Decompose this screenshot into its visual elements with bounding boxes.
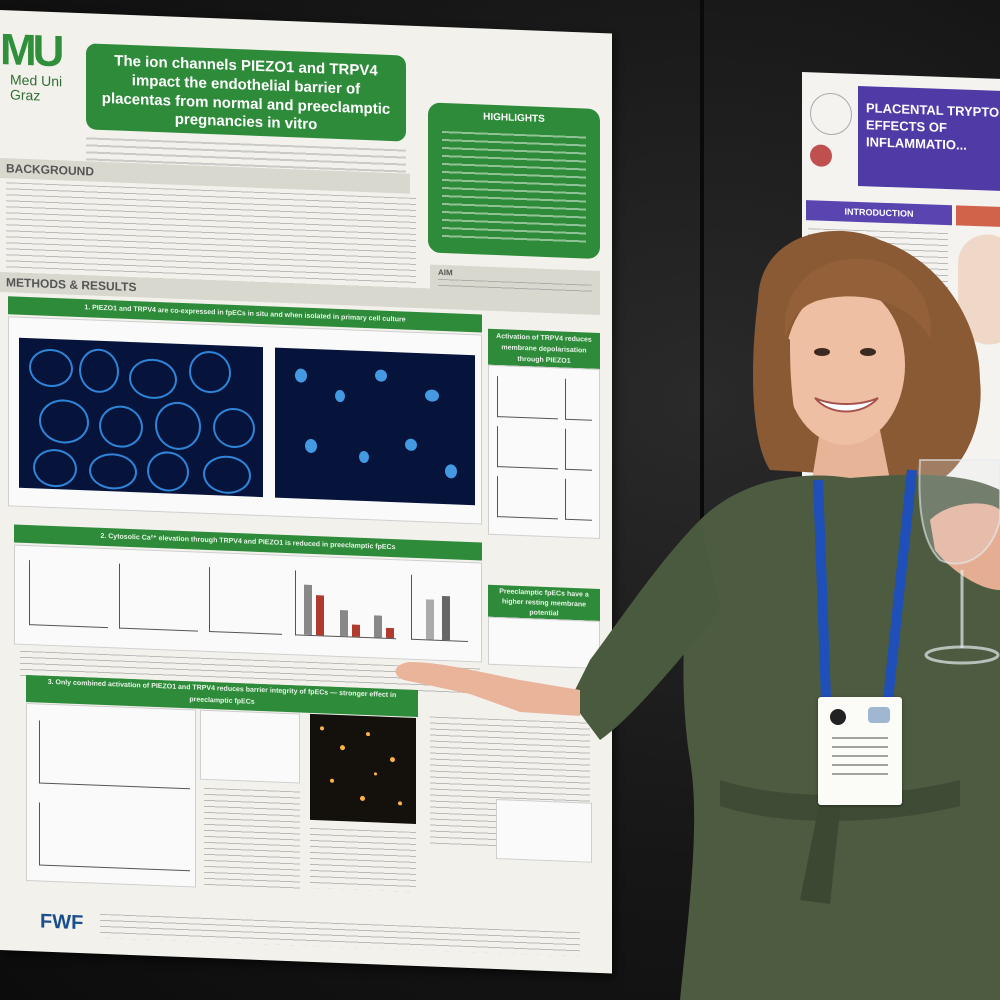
nucleus xyxy=(335,389,345,403)
highlights-heading: HIGHLIGHTS xyxy=(483,111,545,125)
cell xyxy=(79,348,119,394)
hair-left xyxy=(769,330,800,470)
nucleus xyxy=(425,389,439,402)
bar-chart xyxy=(411,574,468,642)
microscopy-image-right xyxy=(275,347,475,506)
red-section-bar xyxy=(956,205,1000,229)
nucleus xyxy=(445,464,457,479)
cell xyxy=(89,452,137,491)
side2-panel xyxy=(488,616,600,670)
bar xyxy=(304,584,312,635)
nucleus xyxy=(375,369,387,382)
section3-caption xyxy=(204,787,300,892)
bar xyxy=(426,599,434,640)
bar-chart-ca xyxy=(295,570,396,640)
bar xyxy=(316,595,324,636)
trace-chart xyxy=(209,567,282,635)
cell xyxy=(189,350,231,394)
side1-bar: Activation of TRPV4 reduces membrane dep… xyxy=(488,328,600,370)
introduction-heading: INTRODUCTION xyxy=(806,200,952,226)
nucleus xyxy=(359,450,369,464)
section3-bar-charts xyxy=(200,709,300,784)
bar xyxy=(340,610,348,637)
side2-bar: Preeclamptic fpECs have a higher resting… xyxy=(488,584,600,622)
cell xyxy=(213,407,255,449)
introduction-text xyxy=(808,228,948,394)
bar-chart xyxy=(565,478,592,521)
aim-heading: AIM xyxy=(438,267,453,278)
microscopy-image-left xyxy=(19,337,263,498)
schematic-diagram xyxy=(496,799,592,863)
bar xyxy=(352,624,360,637)
spot xyxy=(366,732,370,737)
spot xyxy=(330,778,334,783)
badge-event-logo xyxy=(868,707,890,723)
spot xyxy=(390,756,395,763)
cell xyxy=(39,398,89,445)
cell xyxy=(203,454,251,495)
bar-chart xyxy=(565,428,592,471)
anatomy-figure xyxy=(958,233,1000,346)
logo-mark: MU xyxy=(0,25,61,77)
section1-panel xyxy=(8,316,482,525)
second-poster-title: PLACENTAL TRYPTOPHAN... EFFECTS OF INFLA… xyxy=(858,85,1000,193)
research-poster: MU Med Uni Graz The ion channels PIEZO1 … xyxy=(0,10,612,974)
med-uni-graz-logo: MU Med Uni Graz xyxy=(0,25,82,106)
spot xyxy=(360,795,365,802)
badge-logo xyxy=(830,709,846,725)
nucleus xyxy=(295,368,307,383)
section2-panel xyxy=(14,544,482,663)
cell xyxy=(33,448,77,488)
highlights-text xyxy=(442,130,586,247)
trace-chart xyxy=(497,476,558,520)
trace-chart xyxy=(119,563,198,632)
second-poster: PLACENTAL TRYPTOPHAN... EFFECTS OF INFLA… xyxy=(802,72,1000,801)
tie-end xyxy=(800,800,840,904)
cell xyxy=(155,400,201,451)
bar xyxy=(386,627,394,639)
institution-seal xyxy=(810,92,852,136)
cell xyxy=(147,450,189,493)
bar-chart xyxy=(565,378,592,421)
section3-legend xyxy=(310,827,416,892)
institution-logo xyxy=(810,144,832,168)
impedance-chart xyxy=(39,720,190,790)
cell xyxy=(99,404,143,449)
poster-title: The ion channels PIEZO1 and TRPV4 impact… xyxy=(86,43,406,142)
badge-name-text xyxy=(832,737,888,781)
fwf-logo: FWF xyxy=(40,910,84,935)
bar xyxy=(442,595,450,641)
impedance-chart xyxy=(39,802,190,872)
cell xyxy=(129,357,177,400)
cell xyxy=(29,348,73,388)
logo-text: Med Uni Graz xyxy=(10,71,63,104)
name-badge xyxy=(818,697,902,805)
section3-charts xyxy=(26,702,196,888)
nucleus xyxy=(405,438,417,452)
bar xyxy=(374,615,382,638)
trace-chart xyxy=(29,560,108,629)
nucleus xyxy=(305,438,317,454)
side1-panel xyxy=(488,364,600,540)
spot xyxy=(340,745,345,751)
highlights-box: HIGHLIGHTS xyxy=(428,102,600,260)
spot xyxy=(374,772,377,776)
trace-chart xyxy=(497,376,558,420)
spot xyxy=(398,801,402,806)
references xyxy=(100,913,580,957)
trace-chart xyxy=(497,426,558,470)
stained-microscopy-image xyxy=(310,713,416,824)
display-panel-seam xyxy=(700,0,704,1000)
spot xyxy=(320,726,324,731)
